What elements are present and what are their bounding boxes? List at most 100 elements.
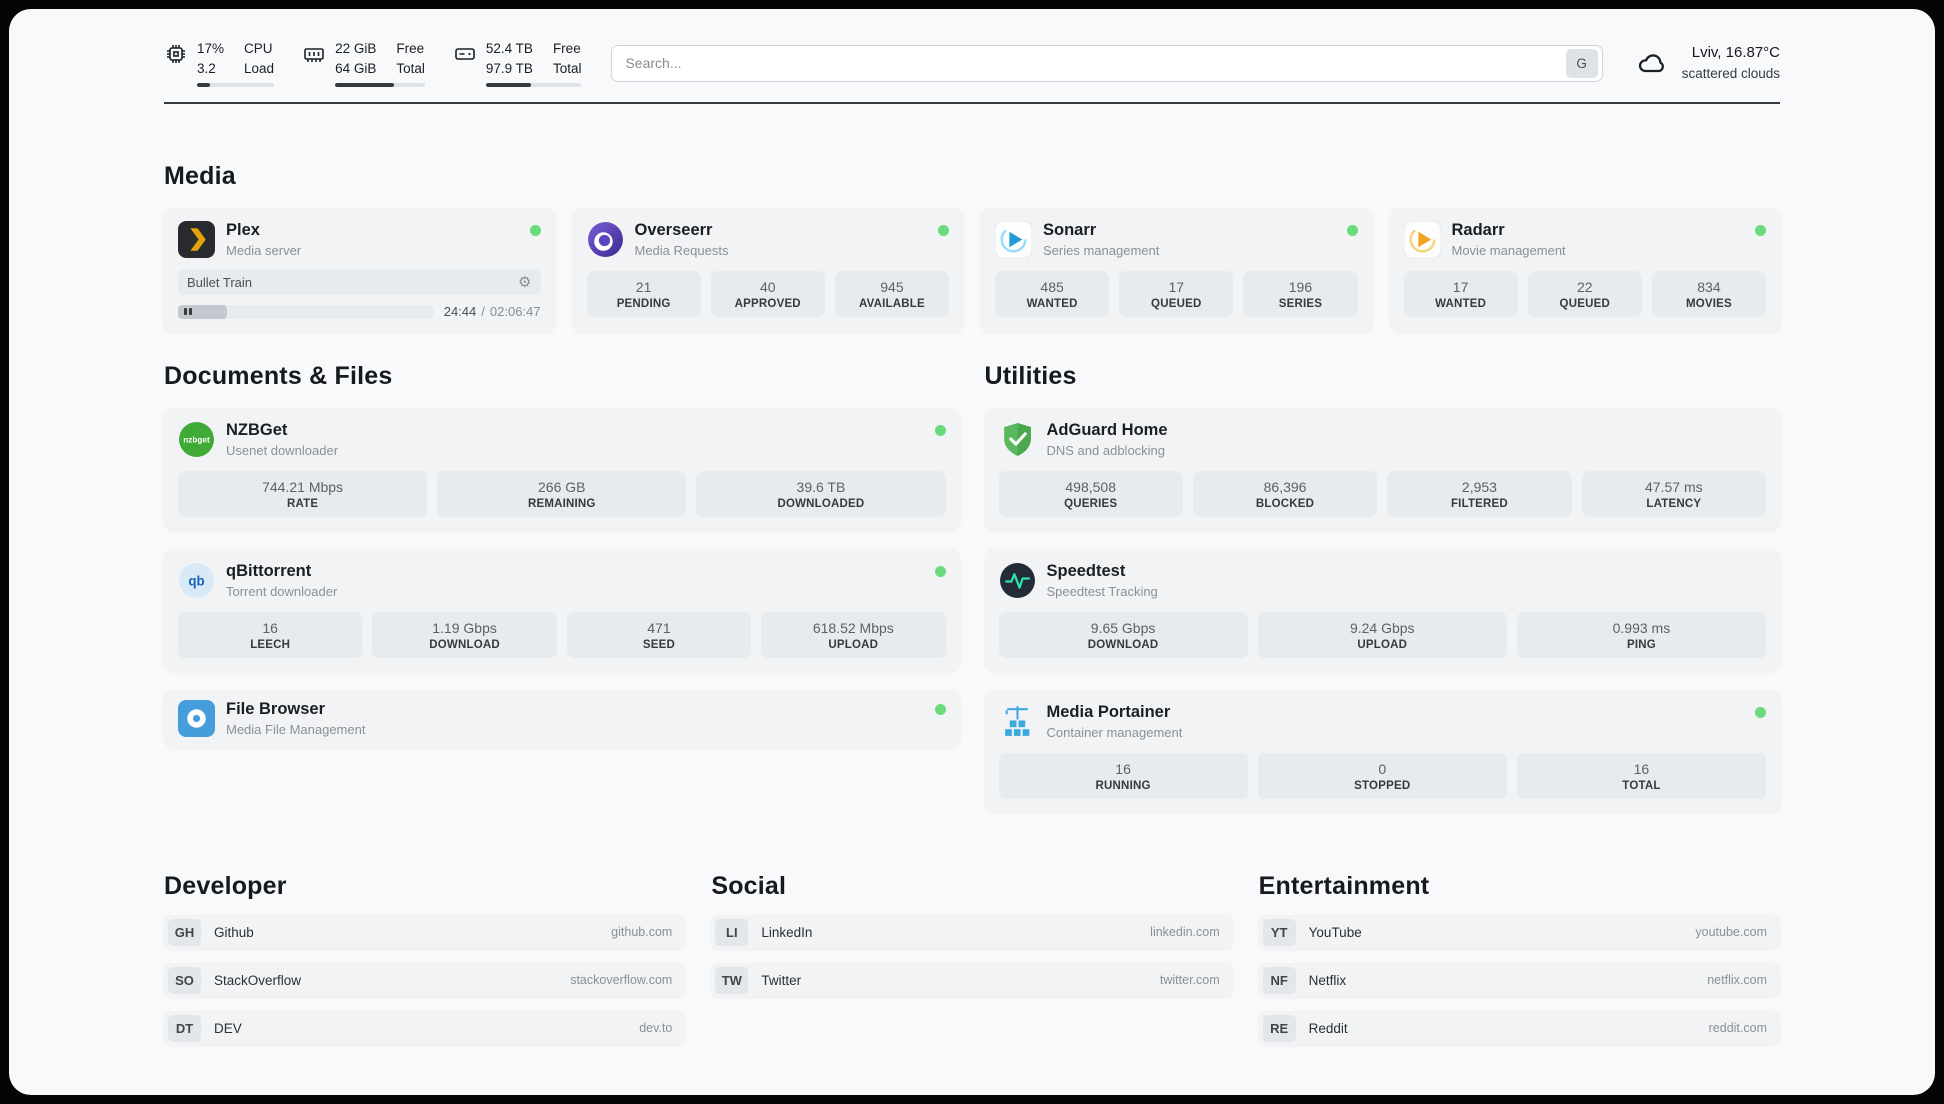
- ram-free-label: Free: [396, 41, 425, 56]
- seek-bar[interactable]: [178, 304, 434, 319]
- stat-label: WANTED: [1435, 298, 1487, 311]
- ram-values: 22 GiB 64 GiB: [335, 39, 376, 78]
- status-dot: [934, 425, 946, 437]
- stat-box: 16 LEECH: [178, 612, 363, 659]
- radarr-icon: [1403, 221, 1441, 259]
- app-card-nzbget[interactable]: nzbget NZBGet Usenet downloader 744.21 M…: [164, 408, 960, 531]
- app-subtitle: Media Requests: [634, 243, 729, 259]
- stat-label: SERIES: [1278, 298, 1323, 311]
- stat-value: 40: [759, 279, 776, 296]
- disk-total-value: 97.9 TB: [485, 60, 533, 76]
- app-name: Radarr: [1451, 221, 1505, 240]
- disk-icon: [453, 42, 477, 66]
- search-input[interactable]: [625, 55, 1566, 72]
- link-github[interactable]: GH Github github.com: [164, 915, 686, 950]
- cpu-load-label: Load: [244, 60, 275, 76]
- app-name: qBittorrent: [226, 562, 312, 581]
- link-dev[interactable]: DT DEV dev.to: [164, 1011, 686, 1046]
- stat-value: 266 GB: [538, 479, 586, 496]
- svg-text:nzbget: nzbget: [183, 436, 210, 445]
- app-card-filebrowser[interactable]: File Browser Media File Management: [164, 690, 960, 748]
- stat-box: 22 QUEUED: [1527, 271, 1642, 318]
- utilities-section: Utilities AdGuard Home DNS and adblockin…: [984, 362, 1780, 813]
- stat-value: 0.993 ms: [1612, 620, 1671, 637]
- link-url: netflix.com: [1707, 973, 1767, 988]
- stat-value: 471: [647, 620, 671, 637]
- cpu-progress-bar: [197, 83, 275, 88]
- ram-metric: 22 GiB 64 GiB Free Total: [302, 39, 425, 88]
- cloud-icon: [1633, 47, 1671, 79]
- stat-box: 16 RUNNING: [998, 753, 1248, 800]
- cpu-progress-fill: [197, 83, 211, 88]
- stat-box: 0 STOPPED: [1257, 753, 1507, 800]
- link-linkedin[interactable]: LI LinkedIn linkedin.com: [711, 915, 1233, 950]
- pause-icon[interactable]: [184, 308, 192, 316]
- speedtest-icon: [999, 562, 1036, 599]
- app-card-speedtest[interactable]: Speedtest Speedtest Tracking 9.65 Gbps D…: [984, 549, 1780, 672]
- cpu-metric: 17% 3.2 CPU Load: [164, 39, 275, 88]
- cpu-labels: CPU Load: [244, 39, 274, 78]
- link-youtube[interactable]: YT YouTube youtube.com: [1258, 915, 1780, 950]
- stat-value: 0: [1378, 761, 1387, 778]
- ram-free-value: 22 GiB: [335, 41, 377, 56]
- utilities-section-title: Utilities: [984, 362, 1077, 391]
- stat-value: 744.21 Mbps: [262, 479, 344, 496]
- filebrowser-icon: [178, 700, 215, 738]
- now-playing-bar: Bullet Train ⚙: [178, 269, 541, 296]
- app-subtitle: Series management: [1043, 243, 1160, 259]
- link-name: DEV: [214, 1020, 242, 1036]
- stat-box: 266 GB REMAINING: [437, 471, 687, 518]
- time-separator: /: [481, 304, 485, 320]
- now-playing-title: Bullet Train: [187, 274, 253, 290]
- app-subtitle: Movie management: [1451, 243, 1566, 259]
- stat-label: DOWNLOADED: [777, 498, 865, 511]
- link-badge: TW: [715, 966, 749, 994]
- gear-icon[interactable]: ⚙: [518, 273, 532, 291]
- stat-label: MOVIES: [1685, 298, 1732, 311]
- stat-label: BLOCKED: [1255, 498, 1315, 511]
- link-twitter[interactable]: TW Twitter twitter.com: [711, 963, 1233, 998]
- app-card-radarr[interactable]: Radarr Movie management 17 WANTED 22 QUE…: [1389, 208, 1780, 333]
- sonarr-icon: [995, 221, 1032, 259]
- link-netflix[interactable]: NF Netflix netflix.com: [1258, 963, 1780, 998]
- stat-box: 86,396 BLOCKED: [1192, 471, 1378, 518]
- disk-free-label: Free: [552, 41, 581, 56]
- stat-label: RUNNING: [1095, 780, 1151, 793]
- qbittorrent-icon: qb: [178, 562, 215, 599]
- app-name: Sonarr: [1043, 221, 1097, 240]
- link-reddit[interactable]: RE Reddit reddit.com: [1258, 1011, 1780, 1046]
- header-divider: [164, 102, 1780, 105]
- link-name: Netflix: [1308, 972, 1347, 988]
- link-url: youtube.com: [1695, 925, 1767, 940]
- app-card-portainer[interactable]: Media Portainer Container management 16 …: [984, 690, 1780, 813]
- stat-value: 485: [1040, 279, 1064, 296]
- stat-label: LATENCY: [1646, 498, 1702, 511]
- app-card-adguard[interactable]: AdGuard Home DNS and adblocking 498,508 …: [984, 408, 1780, 531]
- overseerr-icon: [587, 221, 624, 258]
- ram-total-label: Total: [396, 60, 425, 76]
- time-current: 24:44: [443, 304, 477, 320]
- app-card-overseerr[interactable]: Overseerr Media Requests 21 PENDING 40 A…: [572, 208, 963, 333]
- app-subtitle: Usenet downloader: [226, 443, 339, 459]
- stat-box: 945 AVAILABLE: [834, 271, 950, 318]
- ram-progress-fill: [335, 83, 395, 88]
- ram-icon: [302, 42, 326, 66]
- stat-label: RATE: [286, 498, 319, 511]
- app-card-plex[interactable]: Plex Media server Bullet Train ⚙ 24:44: [164, 208, 555, 333]
- status-dot: [1755, 225, 1766, 237]
- media-section-title: Media: [164, 162, 236, 191]
- svg-text:qb: qb: [188, 574, 204, 589]
- app-subtitle: Media server: [226, 243, 302, 259]
- search-engine-button[interactable]: G: [1565, 48, 1598, 78]
- weather-location: Lviv, 16.87°C: [1691, 44, 1780, 62]
- stat-box: 9.65 Gbps DOWNLOAD: [998, 612, 1248, 659]
- stat-box: 0.993 ms PING: [1516, 612, 1767, 659]
- social-section-title: Social: [711, 872, 787, 901]
- app-card-sonarr[interactable]: Sonarr Series management 485 WANTED 17 Q…: [981, 208, 1372, 333]
- plex-icon: [178, 221, 215, 259]
- adguard-icon: [999, 421, 1036, 458]
- link-stackoverflow[interactable]: SO StackOverflow stackoverflow.com: [164, 963, 686, 998]
- app-card-qbittorrent[interactable]: qb qBittorrent Torrent downloader 16 LEE…: [164, 549, 960, 672]
- app-subtitle: Torrent downloader: [226, 584, 338, 600]
